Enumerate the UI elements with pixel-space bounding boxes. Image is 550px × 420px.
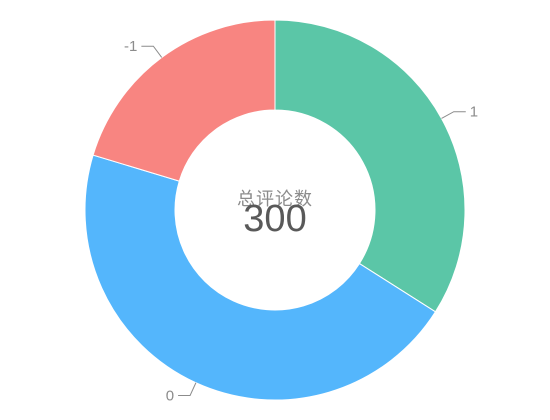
leader-line-1: [441, 111, 466, 119]
slice--1[interactable]: [92, 19, 276, 182]
slice-label-0: 0: [166, 387, 174, 404]
slice-label--1: -1: [124, 38, 137, 55]
leader-line-0: [178, 382, 197, 396]
center-value: 300: [243, 198, 307, 240]
slice-1[interactable]: [274, 19, 466, 313]
leader-line--1: [141, 45, 163, 58]
slice-label-1: 1: [470, 104, 478, 121]
center-title: 总评论数: [237, 189, 313, 209]
slice-0[interactable]: [84, 154, 437, 401]
